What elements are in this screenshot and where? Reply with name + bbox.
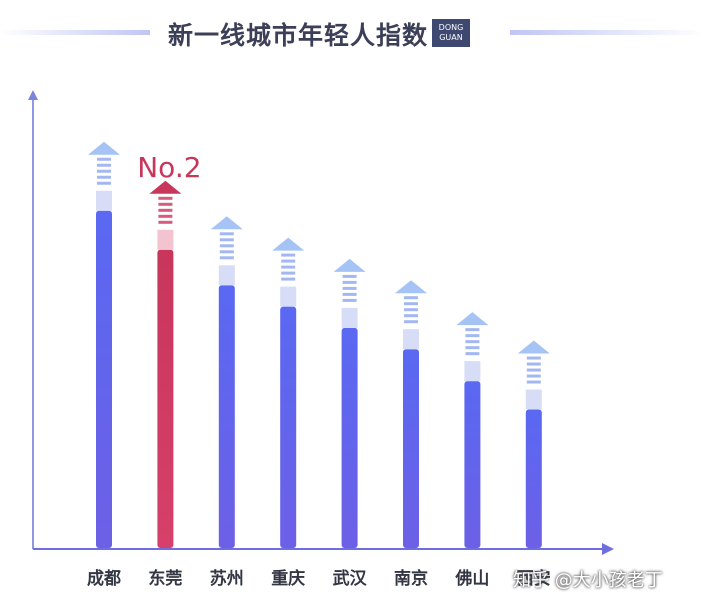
highlight-label: No.2	[137, 151, 201, 184]
bar-stripe	[219, 244, 234, 248]
bar-cap-3	[218, 265, 235, 286]
bar-8	[525, 409, 542, 548]
bar-cap-8	[525, 389, 542, 410]
bar-group-5: 武汉	[333, 258, 368, 589]
bar-stripe	[404, 302, 418, 306]
title-decoration-left	[0, 30, 150, 35]
city-badge: DONG GUAN	[432, 19, 470, 47]
chart-header: 新一线城市年轻人指数 DONG GUAN	[0, 14, 703, 54]
bar-arrowhead-8	[517, 340, 550, 354]
bar-stripe	[281, 253, 296, 257]
bar-group-6: 南京	[394, 280, 428, 589]
y-axis-arrow	[28, 90, 38, 100]
x-tick-label-2: 东莞	[148, 568, 182, 589]
bar-stripe	[342, 298, 357, 302]
bar-group-2: 东莞 No.2	[137, 151, 201, 589]
bar-arrowhead-5	[333, 258, 366, 272]
bar-cap-5	[341, 307, 358, 328]
x-tick-label-8: 西安	[517, 568, 551, 589]
bar-arrowhead-7	[456, 312, 489, 326]
bar-2	[157, 249, 174, 549]
bar-stripe	[342, 286, 357, 290]
bar-stripe	[97, 181, 111, 185]
bar-stripe	[158, 196, 173, 200]
bar-stripe	[219, 238, 234, 242]
bar-1	[96, 210, 112, 548]
bar-stripe	[526, 356, 541, 360]
bar-stripe	[158, 202, 173, 206]
bar-stripe	[158, 220, 173, 224]
bar-stripe	[465, 346, 480, 350]
bar-3	[218, 285, 235, 548]
watermark: 知乎 @大小孩老丁	[513, 570, 663, 591]
bar-group-8: 西安	[517, 340, 551, 589]
bar-group-7: 佛山	[454, 312, 489, 589]
bar-stripe	[281, 265, 296, 269]
bar-stripe	[97, 163, 111, 167]
bar-group-1: 成都	[87, 141, 121, 589]
bar-stripe	[404, 308, 418, 312]
chart-title: 新一线城市年轻人指数	[168, 21, 429, 50]
bar-stripe	[97, 157, 111, 161]
bar-stripe	[158, 214, 173, 218]
bar-stripe	[219, 232, 234, 236]
bar-stripe	[97, 175, 111, 179]
bar-stripe	[465, 334, 480, 338]
bar-stripe	[526, 380, 541, 384]
bar-cap-4	[280, 286, 297, 307]
bar-7	[464, 381, 481, 548]
bar-arrowhead-4	[272, 237, 305, 251]
bar-stripe	[526, 368, 541, 372]
bar-stripe	[97, 169, 111, 173]
bar-group-3: 苏州	[210, 216, 244, 589]
x-tick-label-5: 武汉	[333, 568, 368, 589]
bar-stripe	[465, 328, 480, 332]
bar-arrowhead-2	[149, 180, 182, 194]
bar-arrowhead-3	[210, 216, 243, 230]
bar-stripe	[281, 271, 296, 275]
bar-5	[341, 327, 358, 548]
bar-stripe	[342, 280, 357, 284]
badge-line-1: DONG	[438, 23, 464, 32]
bar-cap-2	[157, 229, 174, 250]
bar-stripe	[465, 352, 480, 356]
x-tick-label-6: 南京	[394, 568, 428, 589]
bar-stripe	[342, 274, 357, 278]
badge-line-2: GUAN	[439, 33, 463, 42]
bar-stripe	[404, 314, 418, 318]
bar-stripe	[526, 362, 541, 366]
title-decoration-right	[510, 30, 703, 35]
bar-stripe	[404, 296, 418, 300]
bar-stripe	[281, 259, 296, 263]
bar-cap-1	[96, 190, 112, 211]
bar-stripe	[404, 320, 418, 324]
x-tick-label-1: 成都	[87, 568, 121, 589]
bar-group-4: 重庆	[271, 237, 305, 589]
x-tick-label-4: 重庆	[271, 568, 305, 589]
bar-arrowhead-6	[395, 280, 427, 294]
bar-cap-6	[403, 329, 419, 350]
x-tick-label-7: 佛山	[454, 568, 489, 589]
bar-stripe	[465, 340, 480, 344]
x-tick-label-3: 苏州	[210, 568, 244, 589]
bar-4	[280, 306, 297, 548]
bar-stripe	[219, 250, 234, 254]
bar-arrowhead-1	[88, 141, 120, 155]
bar-stripe	[342, 292, 357, 296]
bar-stripe	[219, 256, 234, 260]
bar-stripe	[158, 208, 173, 212]
x-axis-arrow	[602, 543, 614, 555]
bar-6	[403, 349, 419, 548]
bar-cap-7	[464, 361, 481, 382]
bar-stripe	[526, 374, 541, 378]
bar-stripe	[281, 277, 296, 281]
